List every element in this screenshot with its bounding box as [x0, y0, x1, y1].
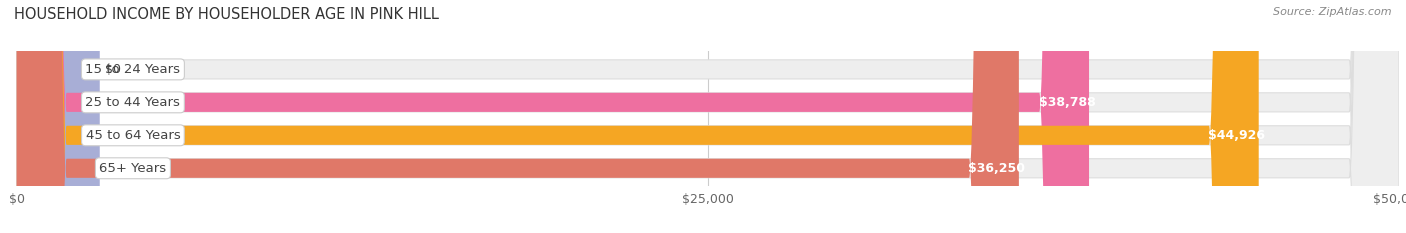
FancyBboxPatch shape: [17, 0, 1090, 233]
FancyBboxPatch shape: [17, 0, 1399, 233]
Text: 65+ Years: 65+ Years: [100, 162, 166, 175]
Text: 15 to 24 Years: 15 to 24 Years: [86, 63, 180, 76]
Text: 45 to 64 Years: 45 to 64 Years: [86, 129, 180, 142]
Text: $36,250: $36,250: [969, 162, 1025, 175]
Text: $0: $0: [105, 63, 121, 76]
FancyBboxPatch shape: [17, 0, 1019, 233]
Text: HOUSEHOLD INCOME BY HOUSEHOLDER AGE IN PINK HILL: HOUSEHOLD INCOME BY HOUSEHOLDER AGE IN P…: [14, 7, 439, 22]
FancyBboxPatch shape: [17, 0, 1399, 233]
Text: $44,926: $44,926: [1208, 129, 1265, 142]
FancyBboxPatch shape: [17, 0, 1258, 233]
Text: Source: ZipAtlas.com: Source: ZipAtlas.com: [1274, 7, 1392, 17]
Text: $38,788: $38,788: [1039, 96, 1095, 109]
FancyBboxPatch shape: [17, 0, 1399, 233]
Text: 25 to 44 Years: 25 to 44 Years: [86, 96, 180, 109]
FancyBboxPatch shape: [17, 0, 1399, 233]
FancyBboxPatch shape: [17, 0, 100, 233]
